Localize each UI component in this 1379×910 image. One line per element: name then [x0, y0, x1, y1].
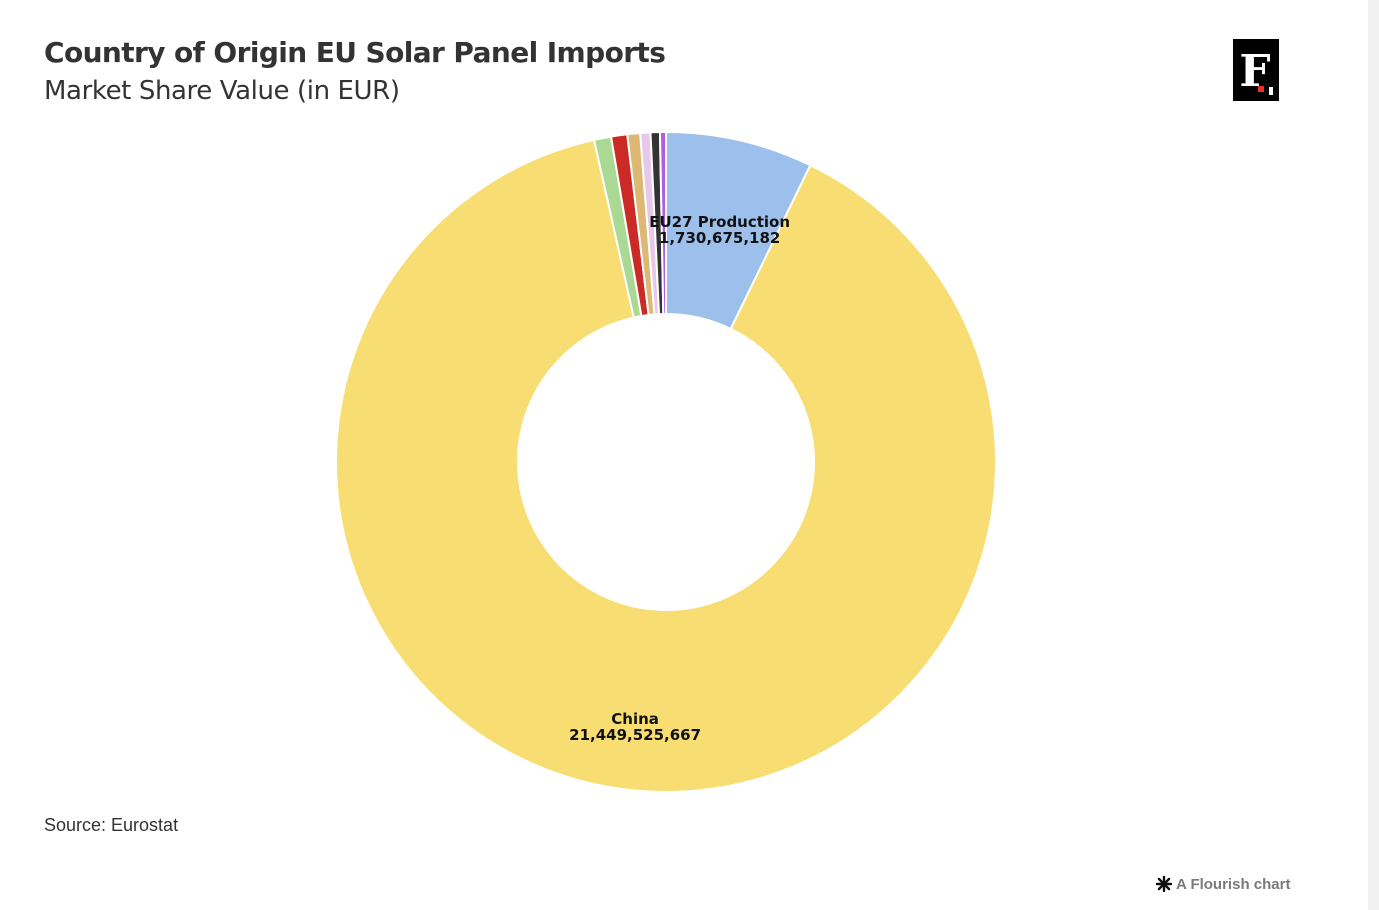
chart-title: Country of Origin EU Solar Panel Imports [44, 36, 666, 69]
slice-value-china: 21,449,525,667 [569, 726, 701, 744]
slice-label-china: China [611, 710, 659, 728]
chart-subtitle: Market Share Value (in EUR) [44, 76, 400, 106]
slice-value-eu27-production: 1,730,675,182 [659, 229, 780, 247]
donut-slices [335, 130, 997, 793]
donut-slice-china[interactable] [335, 138, 997, 793]
flourish-credit-link[interactable]: A Flourish chart [1155, 875, 1290, 893]
credit-text: A Flourish chart [1176, 875, 1291, 893]
scrollbar-track[interactable] [1368, 0, 1379, 910]
flourish-asterisk-icon [1155, 875, 1173, 893]
logo-letter: F [1239, 46, 1270, 97]
source-note: Source: Eurostat [44, 815, 179, 835]
flourish-publisher-logo-icon[interactable]: F [1233, 39, 1279, 101]
slice-label-eu27-production: EU27 Production [649, 213, 790, 231]
donut-slice-other-7[interactable] [658, 130, 667, 316]
